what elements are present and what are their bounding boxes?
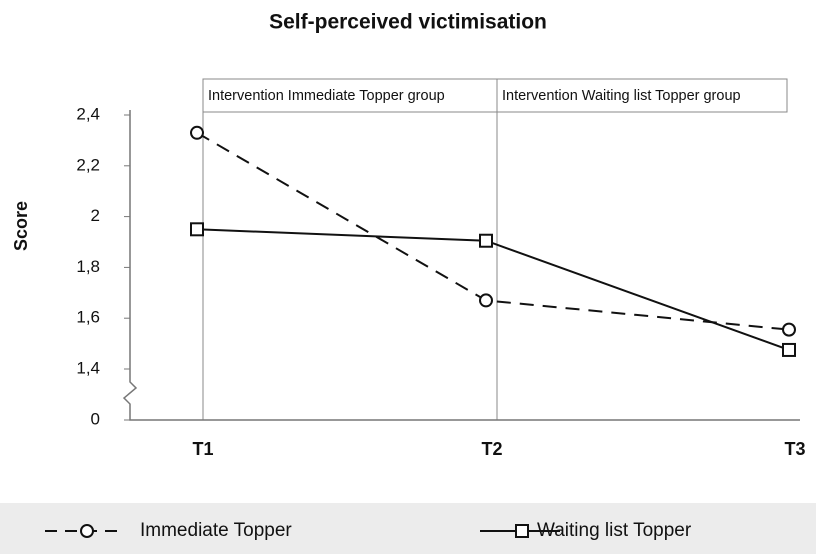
phase-box — [496, 78, 788, 113]
point — [782, 322, 796, 337]
legend-label: Waiting list Topper — [537, 520, 692, 541]
legend-marker — [515, 524, 529, 538]
x-tick-label: T3 — [784, 439, 805, 459]
chart-title: Self-perceived victimisation — [269, 11, 547, 34]
legend-marker — [80, 524, 94, 538]
axis-line — [122, 110, 800, 421]
y-tick-label: 0 — [91, 409, 100, 428]
legend-box — [0, 503, 816, 554]
y-axis-label: Score — [11, 201, 31, 251]
point — [782, 342, 796, 357]
y-tick-label: 1,4 — [76, 358, 100, 377]
point — [479, 233, 493, 248]
y-tick-label: 1,8 — [76, 257, 100, 276]
y-tick-label: 2,2 — [76, 155, 100, 174]
y-tick-label: 2,4 — [76, 104, 100, 123]
y-tick-label: 1,6 — [76, 308, 100, 327]
point — [479, 293, 493, 308]
x-tick-label: T1 — [192, 439, 213, 459]
point — [190, 125, 204, 140]
y-tick-label: 2 — [91, 206, 100, 225]
annotation: Intervention Waiting list Topper group — [502, 88, 741, 104]
point — [190, 222, 204, 237]
annotation: Intervention Immediate Topper group — [208, 88, 445, 104]
x-tick-label: T2 — [481, 439, 502, 459]
series-line — [196, 131, 790, 331]
legend-label: Immediate Topper — [140, 520, 292, 541]
